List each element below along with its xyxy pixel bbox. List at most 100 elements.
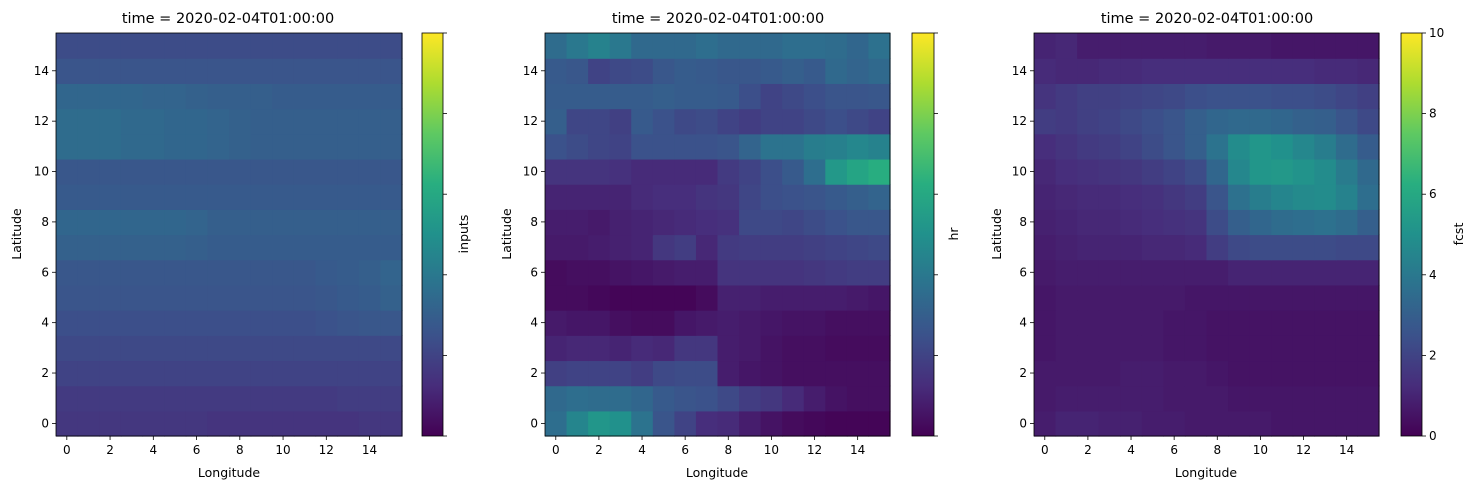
heatmap-cell (760, 33, 783, 59)
heatmap-cell (609, 184, 632, 210)
heatmap-cell (868, 158, 891, 185)
heatmap-cell (846, 410, 870, 437)
heatmap-cell (760, 335, 783, 362)
plot-frame (1033, 32, 1380, 437)
y-tick-label: 12 (34, 114, 49, 128)
heatmap-cell (631, 158, 654, 185)
heatmap-cell (782, 33, 805, 59)
heatmap-cell (652, 385, 675, 412)
heatmap-cell (164, 410, 187, 437)
heatmap-cell (1077, 133, 1100, 160)
heatmap-cell (380, 385, 403, 412)
heatmap-cell (1077, 410, 1100, 437)
x-axis-label: Longitude (1175, 465, 1237, 480)
heatmap-cell (164, 310, 187, 336)
heatmap-cell (315, 83, 338, 110)
heatmap-cell (77, 83, 100, 110)
heatmap-cell (77, 284, 100, 311)
heatmap-cell (1034, 385, 1057, 412)
heatmap-cell (120, 108, 144, 135)
heatmap-cell (1228, 410, 1251, 437)
heatmap-cell (717, 335, 740, 362)
colorbar-ticks: 0 2 4 6 8 10 (1422, 26, 1444, 443)
heatmap-cell (1228, 335, 1251, 362)
heatmap-cell (185, 184, 208, 210)
heatmap-cell (1314, 184, 1337, 210)
heatmap-cell (1184, 234, 1208, 261)
heatmap-cell (1098, 83, 1121, 110)
heatmap-cell (229, 410, 252, 437)
heatmap-cell (120, 410, 144, 437)
heatmap-cell (142, 310, 165, 336)
heatmap-cell (717, 184, 740, 210)
heatmap-cell (77, 335, 100, 362)
heatmap-cell (846, 108, 870, 135)
heatmap-cell (1098, 360, 1121, 387)
heatmap-cell (1077, 108, 1100, 135)
heatmap-cell (1335, 335, 1359, 362)
heatmap-cell (803, 360, 826, 387)
heatmap-cell (739, 33, 762, 59)
heatmap-cell (545, 385, 568, 412)
heatmap-cell (250, 234, 273, 261)
heatmap-cell (77, 158, 100, 185)
heatmap-cell (695, 234, 719, 261)
heatmap-cell (545, 33, 568, 59)
heatmap-cell (1077, 234, 1100, 261)
heatmap-cell (207, 209, 230, 236)
heatmap-cell (674, 259, 697, 286)
heatmap-cell (1120, 184, 1143, 210)
heatmap-cell (250, 284, 273, 311)
heatmap-cell (545, 58, 568, 84)
heatmap-cell (717, 310, 740, 336)
y-tick-label: 6 (1019, 265, 1027, 279)
heatmap-cell (545, 259, 568, 286)
heatmap-cell (545, 234, 568, 261)
heatmap-cell (1314, 158, 1337, 185)
heatmap-cell (695, 360, 719, 387)
heatmap-cell (674, 335, 697, 362)
heatmap-cell (1335, 259, 1359, 286)
heatmap-cell (1034, 259, 1057, 286)
heatmap-cell (652, 83, 675, 110)
heatmap-cell (609, 360, 632, 387)
heatmap-cell (337, 335, 360, 362)
heatmap-cell (1184, 385, 1208, 412)
heatmap-cell (717, 83, 740, 110)
x-axis: 0 2 4 6 8 10 12 14 (63, 436, 377, 457)
heatmap-cell (1335, 284, 1359, 311)
heatmap-cell (1120, 259, 1143, 286)
heatmap-cell (1271, 234, 1294, 261)
heatmap-cell (56, 259, 79, 286)
heatmap-cell (566, 335, 589, 362)
heatmap-cell (1314, 284, 1337, 311)
x-tick-label: 8 (724, 443, 732, 457)
heatmap-cell (1206, 209, 1229, 236)
heatmap-cell (1206, 284, 1229, 311)
heatmap-cell (609, 209, 632, 236)
heatmap-cell (1228, 385, 1251, 412)
heatmap-cell (782, 209, 805, 236)
heatmap-cell (1314, 335, 1337, 362)
heatmap-cell (609, 259, 632, 286)
heatmap-cell (782, 184, 805, 210)
heatmap-cell (1120, 284, 1143, 311)
heatmap-cell (1077, 184, 1100, 210)
heatmap-cell (695, 33, 719, 59)
heatmap-cell (293, 108, 317, 135)
heatmap-cell (56, 360, 79, 387)
heatmap-cell (1228, 58, 1251, 84)
heatmap-cell (185, 33, 208, 59)
x-tick-label: 6 (681, 443, 689, 457)
heatmap-cell (739, 83, 762, 110)
x-axis: 0 2 4 6 8 10 12 14 (1041, 436, 1354, 457)
x-axis: 0 2 4 6 8 10 12 14 (552, 436, 865, 457)
heatmap-cell (77, 259, 100, 286)
heatmap-cell (272, 133, 295, 160)
heatmap-cell (1034, 335, 1057, 362)
heatmap-cell (825, 259, 848, 286)
heatmap-cell (1120, 385, 1143, 412)
heatmap-cell (1034, 83, 1057, 110)
heatmap-cell (185, 133, 208, 160)
heatmap-cell (77, 310, 100, 336)
